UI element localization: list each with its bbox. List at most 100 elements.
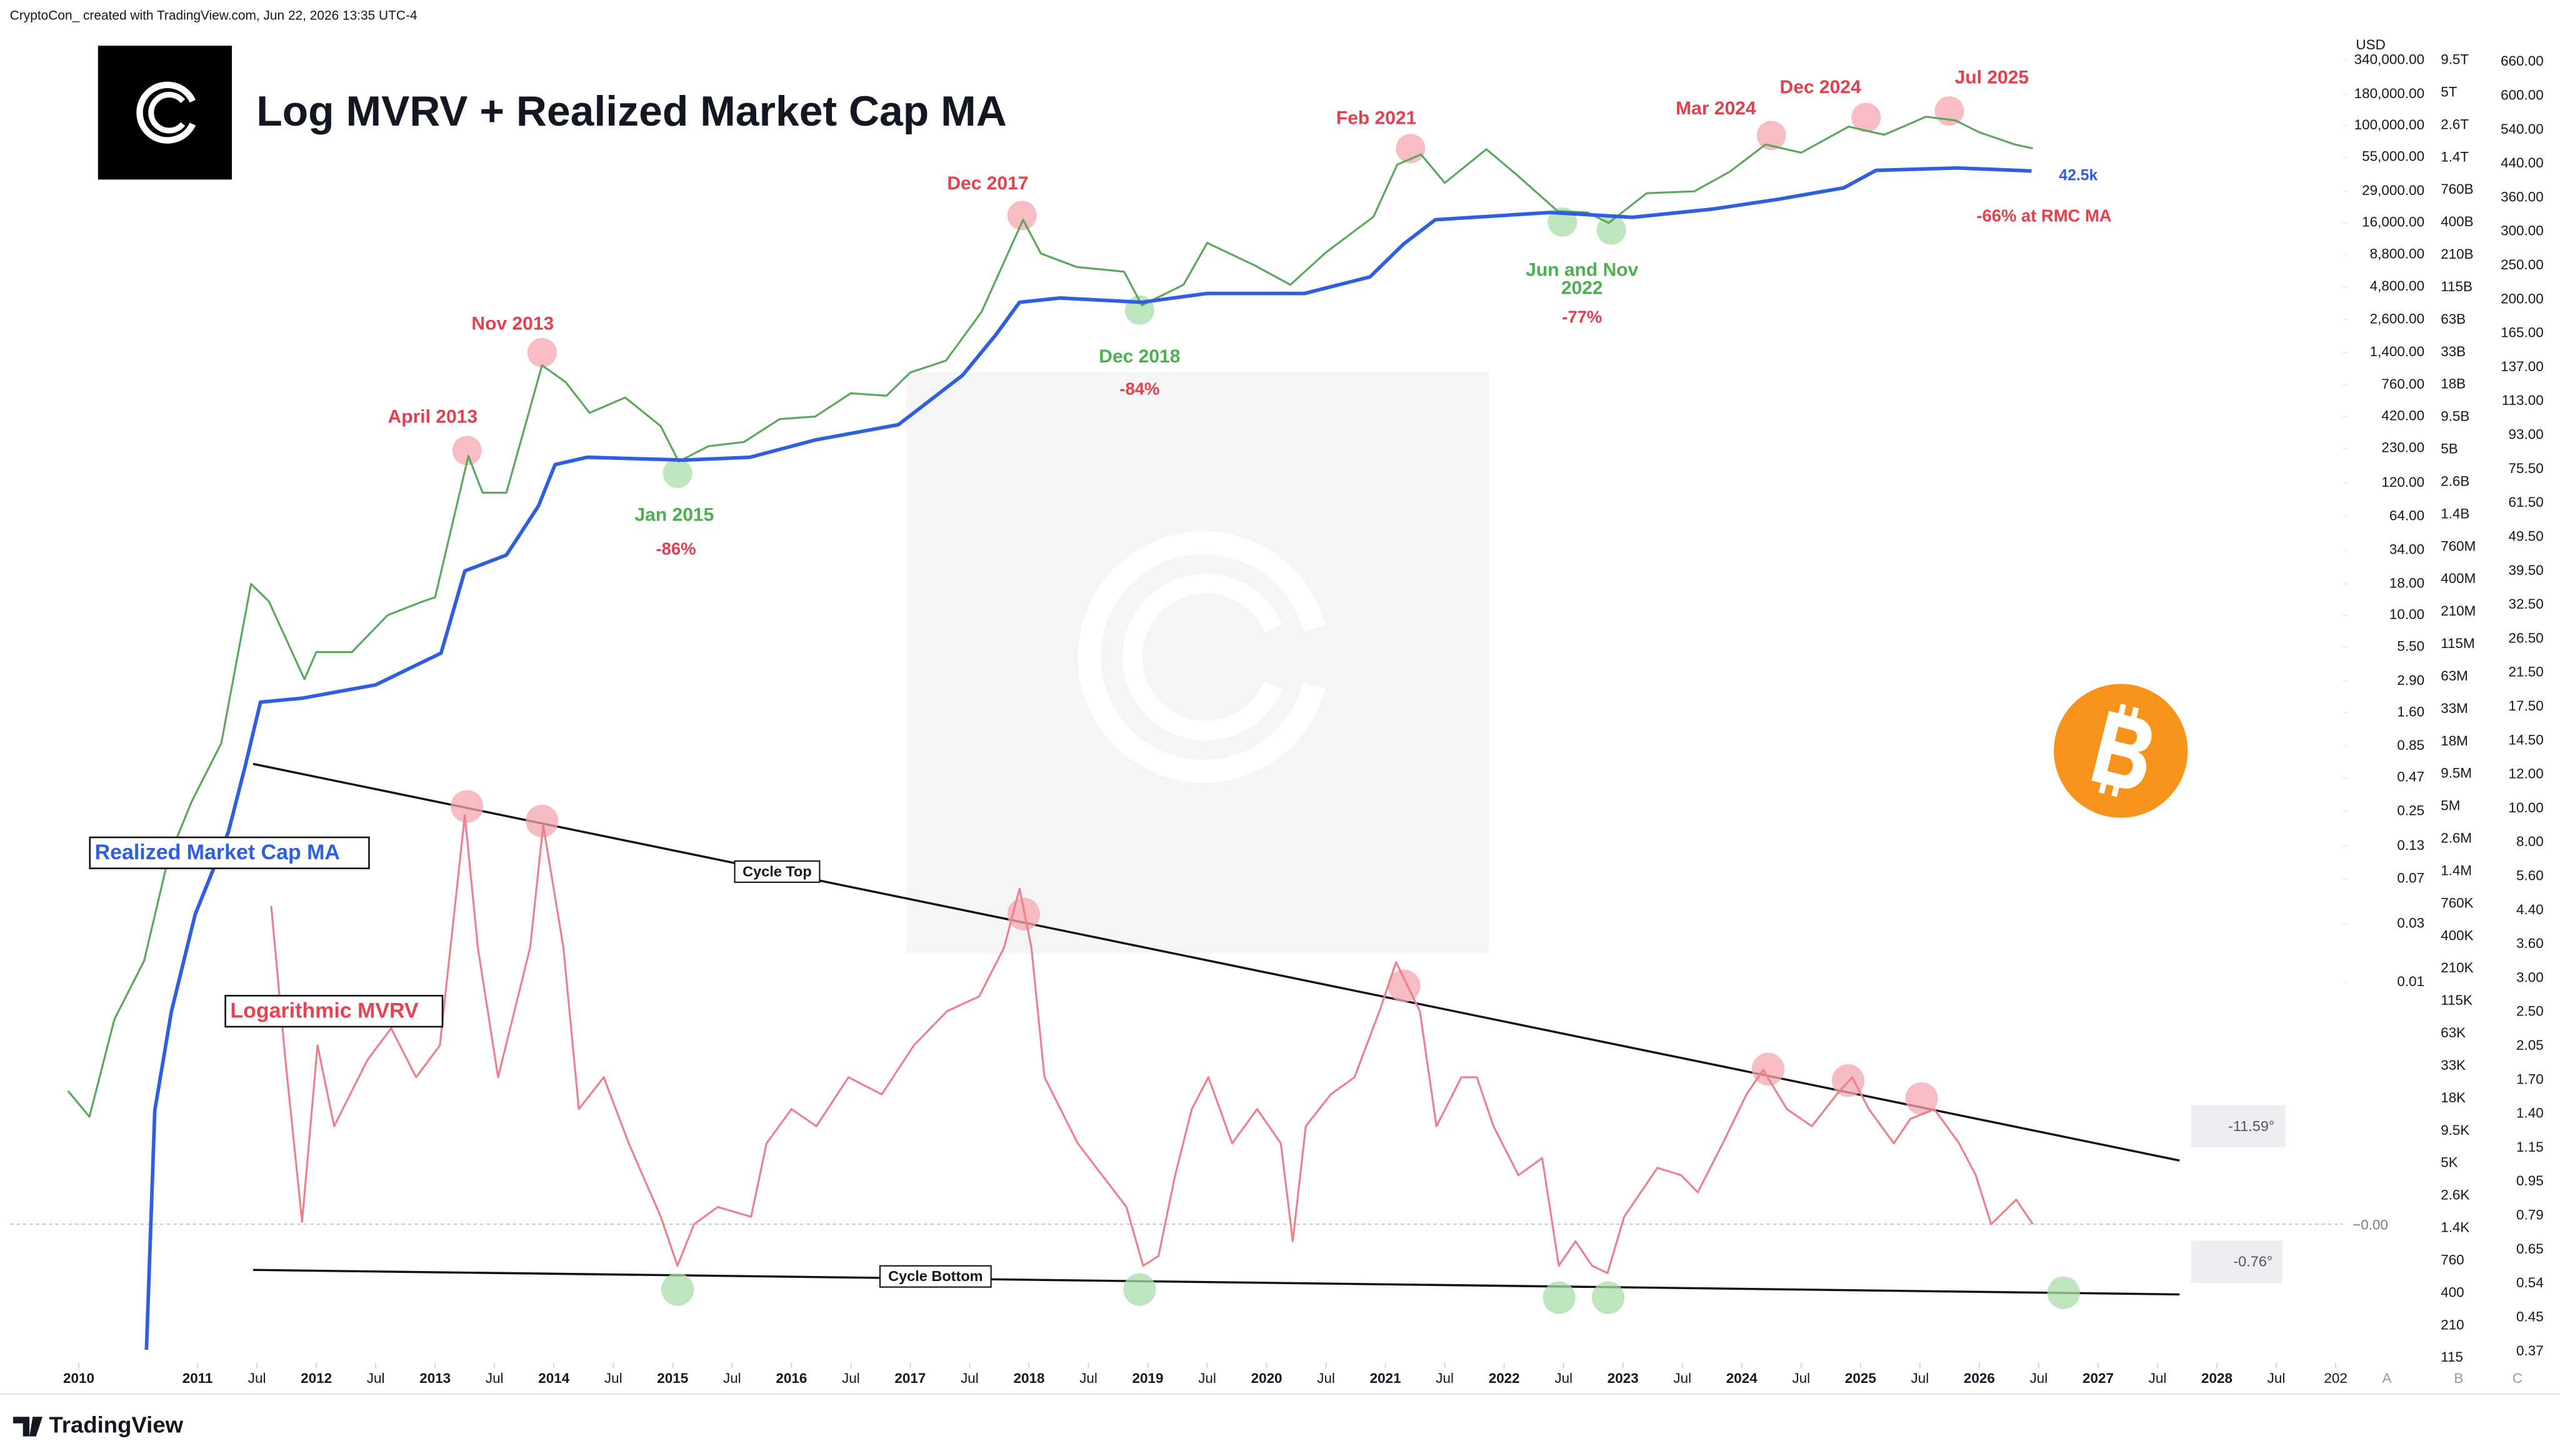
annotation: -86%: [656, 539, 696, 559]
series-line: [144, 166, 2032, 1350]
x-tick-label: Jul: [367, 1370, 385, 1386]
x-tick-label: Jul: [2030, 1370, 2048, 1386]
x-tick-label: 202: [2324, 1370, 2347, 1386]
axis-label: 440.00: [2501, 155, 2544, 171]
axis-label: 9.5K: [2441, 1122, 2469, 1138]
axis-label: 165.00: [2501, 325, 2544, 341]
axis-label: 115M: [2441, 636, 2475, 651]
annotation: Jan 2015: [634, 504, 714, 525]
legend-box: [89, 836, 370, 869]
x-tick-label: Jul: [1792, 1370, 1810, 1386]
axis-label: 8.00: [2516, 834, 2544, 849]
peak-marker: [1934, 96, 1964, 126]
x-tick-label: 2010: [63, 1370, 94, 1386]
bitcoin-icon: [2054, 684, 2188, 818]
y-tick-label: 760.00: [2381, 376, 2424, 392]
axis-label: 115K: [2441, 992, 2472, 1008]
axis-label: 137.00: [2501, 359, 2544, 374]
watermark-arc: [1122, 574, 1282, 740]
x-tick-label: Jul: [248, 1370, 266, 1386]
y-tick-label: 340,000.00: [2354, 52, 2424, 67]
y-tick-label: 5.50: [2397, 638, 2424, 654]
axis-label: 400M: [2441, 571, 2476, 586]
axis-label: 760: [2441, 1252, 2464, 1267]
y-tick-label: 2,600.00: [2370, 311, 2424, 326]
axis-label: 1.4K: [2441, 1220, 2469, 1235]
peak-marker: [1751, 1052, 1785, 1086]
x-tick-label: Jul: [604, 1370, 622, 1386]
x-tick-label: 2021: [1370, 1370, 1401, 1386]
annotation: Dec 2017: [947, 173, 1028, 194]
axis-label: 760K: [2441, 895, 2473, 910]
axis-label: 18K: [2441, 1090, 2466, 1105]
y-tick-label: 64.00: [2389, 508, 2424, 524]
pane-button: B: [2454, 1370, 2463, 1386]
axis-label: 9.5M: [2441, 765, 2472, 781]
axis-label: 113.00: [2502, 392, 2544, 408]
axis-label: 0.95: [2516, 1173, 2544, 1189]
y-tick-label: 1.60: [2397, 704, 2424, 719]
header: CryptoCon_ created with TradingView.com,…: [10, 9, 418, 23]
y-tick-label: 120.00: [2381, 474, 2424, 490]
x-tick-label: 2015: [657, 1370, 688, 1386]
axis-label: 63K: [2441, 1025, 2466, 1040]
x-tick-label: 2014: [538, 1370, 569, 1386]
legend-label: Realized Market Cap MA: [95, 840, 340, 864]
x-tick-label: 2025: [1845, 1370, 1876, 1386]
x-tick-label: Jul: [1079, 1370, 1098, 1386]
x-tick-label: Jul: [961, 1370, 979, 1386]
angle-box: [2191, 1105, 2286, 1148]
axis-label: 115: [2441, 1349, 2463, 1365]
y-tick-label: 230.00: [2381, 440, 2424, 456]
drawing-label: -11.59°: [2228, 1118, 2274, 1134]
peak-marker: [451, 790, 484, 823]
axis-label: 39.50: [2509, 562, 2544, 578]
bottom-marker: [661, 1273, 694, 1306]
x-tick-label: 2019: [1132, 1370, 1164, 1386]
peak-marker: [1756, 121, 1786, 151]
y-tick-label: 2.90: [2397, 672, 2424, 688]
annotation: Jul 2025: [1955, 67, 2029, 87]
x-tick-label: 2018: [1013, 1370, 1044, 1386]
axis-label: 18B: [2441, 376, 2466, 392]
y-tick-label: 18.00: [2389, 575, 2424, 591]
axis-label: 400K: [2441, 927, 2473, 943]
axis-label: 5.60: [2516, 868, 2544, 884]
bitcoin-glyph: [2091, 704, 2152, 797]
y-tick-label: 10.00: [2389, 606, 2424, 622]
x-tick-label: Jul: [1911, 1370, 1929, 1386]
legend-box: [224, 995, 444, 1028]
logo-arc: [148, 91, 186, 134]
bottom-marker: [1542, 1281, 1576, 1314]
cycle-bottom-line: [252, 1269, 2180, 1296]
axis-label: 0.65: [2516, 1241, 2544, 1257]
footer-logo: [13, 1417, 43, 1437]
y-tick-label: 100,000.00: [2354, 117, 2424, 132]
axis-label: 1.4B: [2441, 506, 2469, 521]
annotation: Mar 2024: [1676, 98, 1756, 119]
axis-label: 0.45: [2516, 1309, 2544, 1324]
y-tick-label: 0.47: [2397, 769, 2424, 785]
x-tick-label: 2013: [419, 1370, 451, 1386]
axis-label: 3.00: [2516, 969, 2544, 985]
x-tick-label: Jul: [1554, 1370, 1572, 1386]
axis-label: 400B: [2441, 214, 2473, 229]
axis-label: 9.5T: [2441, 52, 2469, 67]
peak-marker: [452, 436, 482, 466]
axis-label: 21.50: [2509, 664, 2544, 680]
axis-label: 4.40: [2516, 902, 2544, 917]
watermark: [906, 372, 1489, 954]
axis-label: 2.6M: [2441, 830, 2472, 846]
angle-box: [2191, 1240, 2282, 1284]
axis-label: 5M: [2441, 798, 2460, 814]
axis-label: 0.54: [2516, 1275, 2544, 1290]
logo: [98, 46, 232, 180]
y-tick-label: 0.85: [2397, 737, 2424, 753]
y-tick-label: 55,000.00: [2362, 149, 2424, 164]
annotation: 42.5k: [2059, 167, 2098, 184]
bitcoin-b: [2091, 711, 2152, 789]
x-tick-label: Jul: [486, 1370, 504, 1386]
axis-label: 14.50: [2509, 732, 2544, 747]
x-tick-label: 2023: [1608, 1370, 1639, 1386]
